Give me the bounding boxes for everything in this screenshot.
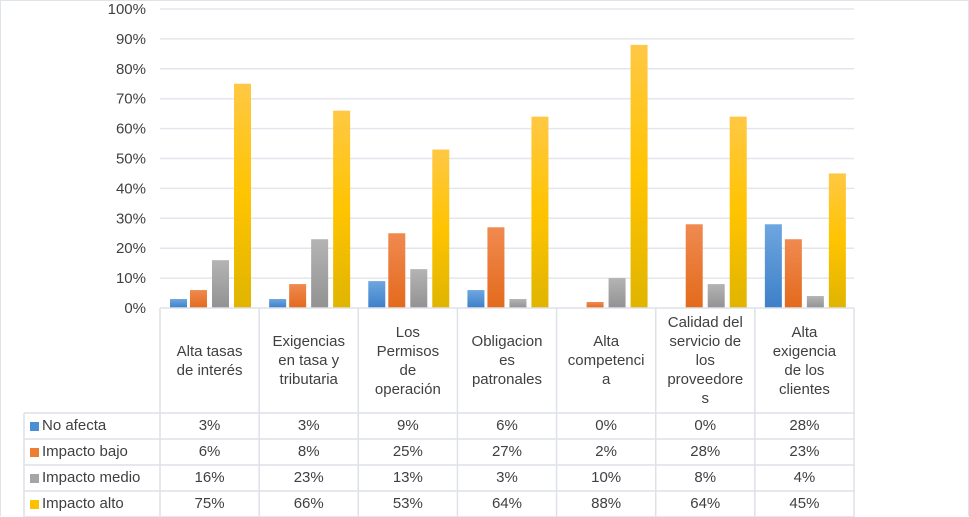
legend-entry: Impacto medio: [24, 465, 140, 491]
bar-impacto-alto: [828, 173, 846, 308]
legend-entry: Impacto bajo: [24, 439, 128, 465]
data-table-cell: 28%: [789, 417, 820, 434]
data-table-cell: 0%: [694, 417, 717, 434]
gridlines: [160, 8, 854, 279]
bar-impacto-bajo: [784, 239, 802, 308]
legend-label: No afecta: [42, 417, 107, 434]
legend-swatch: [30, 499, 39, 509]
bar-impacto-medio: [212, 260, 229, 308]
bar-impacto-alto: [432, 149, 450, 308]
data-table-cell: 3%: [496, 469, 518, 486]
data-table-cell: 23%: [293, 469, 324, 486]
category-label: Obligacion es patronales: [471, 333, 543, 388]
y-tick-label: 0%: [124, 300, 146, 317]
legend-entry: Impacto alto: [24, 491, 124, 517]
bar-impacto-bajo: [487, 227, 505, 308]
data-table-cell: 6%: [198, 443, 221, 460]
data-table-cell: 16%: [194, 469, 225, 486]
data-table-cell: 88%: [591, 495, 622, 512]
data-table-cell: 2%: [595, 443, 617, 460]
bar-impacto-medio: [410, 269, 428, 308]
data-table-cell: 10%: [591, 469, 622, 486]
data-table-cell: 9%: [397, 417, 419, 434]
legend-label: Impacto medio: [42, 469, 141, 486]
category-label: Alta competenci a: [567, 333, 645, 388]
data-table-cell: 75%: [194, 495, 225, 512]
bar-impacto-alto: [234, 83, 251, 308]
data-table-cell: 8%: [694, 469, 717, 486]
bar-impacto-alto: [531, 116, 549, 308]
legend-swatch: [30, 447, 39, 457]
data-table-cell: 0%: [595, 417, 617, 434]
category-label: Alta tasas de interés: [176, 342, 243, 379]
bar-impacto-medio: [806, 296, 824, 308]
y-tick-label: 90%: [116, 31, 146, 48]
data-table-cell: 3%: [297, 417, 320, 434]
data-table-cell: 6%: [496, 417, 518, 434]
bar-impacto-bajo: [289, 284, 307, 308]
bar-impacto-medio: [311, 239, 329, 308]
y-tick-label: 50%: [116, 151, 146, 168]
category-label: Alta exigencia de los clientes: [772, 323, 837, 398]
legend-label: Impacto alto: [42, 495, 124, 512]
y-tick-label: 40%: [116, 180, 146, 197]
bar-impacto-medio: [509, 299, 527, 308]
y-tick-label: 80%: [116, 61, 146, 78]
data-table-cell: 28%: [690, 443, 721, 460]
data-table-cell: 45%: [789, 495, 820, 512]
bar-impacto-bajo: [190, 290, 207, 308]
bars: [170, 44, 846, 308]
category-label: Los Permisos de operación: [374, 323, 441, 398]
legend-entry: No afecta: [24, 413, 106, 439]
legend-swatch: [30, 473, 39, 483]
data-table-cell: 4%: [793, 469, 816, 486]
y-tick-label: 70%: [116, 91, 146, 108]
legend-label: Impacto bajo: [42, 443, 128, 460]
data-table-cell: 23%: [789, 443, 820, 460]
y-tick-label: 10%: [116, 270, 146, 287]
legend-swatch: [30, 421, 39, 431]
data-table-cell: 64%: [491, 495, 522, 512]
data-table-cell: 25%: [392, 443, 423, 460]
bar-impacto-bajo: [685, 224, 703, 308]
y-tick-label: 60%: [116, 121, 146, 138]
y-tick-label: 30%: [116, 210, 146, 227]
bar-impacto-medio: [707, 284, 725, 308]
bar-no-afecta: [467, 290, 485, 308]
data-table-cell: 66%: [293, 495, 324, 512]
bar-no-afecta: [368, 281, 386, 308]
bar-impacto-bajo: [388, 233, 406, 308]
bar-impacto-medio: [608, 278, 626, 308]
y-tick-label: 20%: [116, 240, 146, 257]
bar-no-afecta: [269, 299, 287, 308]
data-table-cell: 13%: [392, 469, 423, 486]
category-label: Exigencias en tasa y tributaria: [272, 333, 345, 388]
bar-impacto-alto: [630, 44, 648, 308]
data-table-cell: 64%: [690, 495, 721, 512]
category-label: Calidad del servicio de los proveedore s: [667, 314, 744, 407]
bar-impacto-alto: [333, 110, 351, 308]
bar-no-afecta: [170, 299, 187, 308]
data-table-cell: 53%: [392, 495, 423, 512]
bar-no-afecta: [764, 224, 782, 308]
data-table-cell: 8%: [297, 443, 320, 460]
bar-impacto-alto: [729, 116, 747, 308]
y-tick-label: 100%: [108, 1, 146, 18]
data-table-cell: 27%: [491, 443, 522, 460]
data-table-cell: 3%: [198, 417, 221, 434]
y-axis-ticks: 0% 10% 20% 30% 40% 50% 60% 70% 80% 90% 100%: [108, 1, 146, 317]
bar-impacto-bajo: [586, 302, 604, 308]
data-table-lines: [23, 307, 855, 517]
